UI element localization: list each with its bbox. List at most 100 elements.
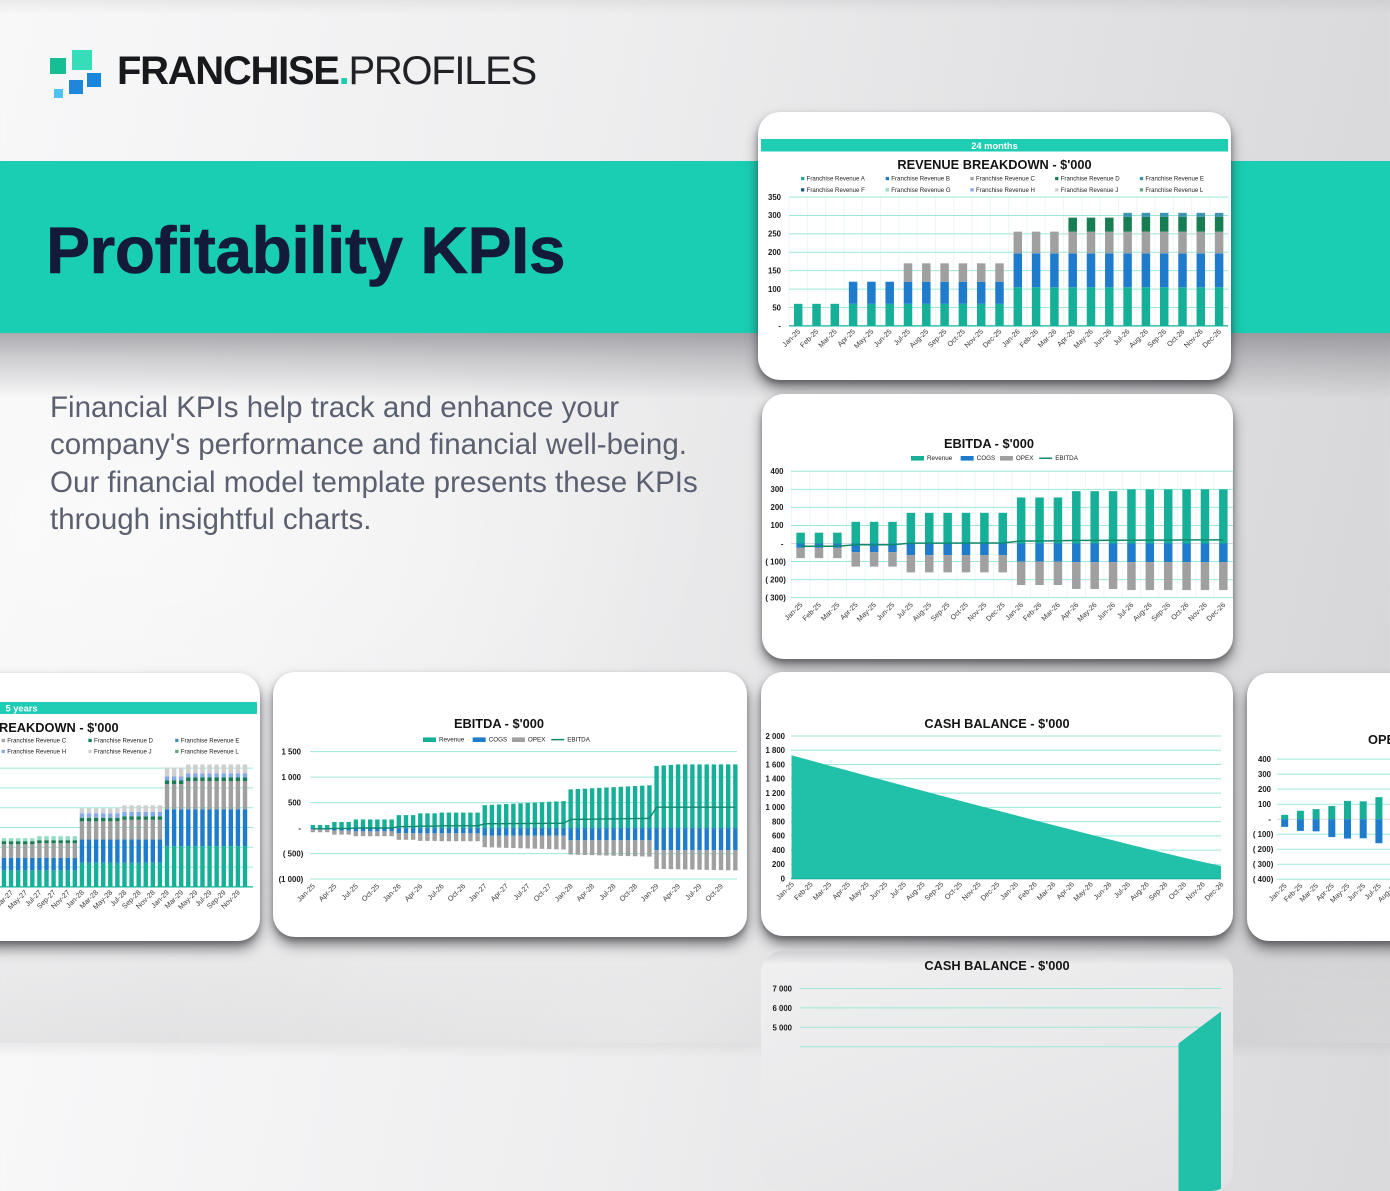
svg-text:Revenue: Revenue (439, 737, 465, 744)
svg-text:500: 500 (288, 798, 302, 807)
svg-text:Franchise Revenue A: Franchise Revenue A (807, 176, 866, 183)
svg-text:400: 400 (770, 467, 784, 476)
svg-text:Aug-25: Aug-25 (903, 880, 926, 903)
svg-text:Apr-27: Apr-27 (488, 882, 510, 904)
svg-text:Jun-25: Jun-25 (1345, 881, 1367, 903)
svg-text:150: 150 (768, 267, 782, 276)
svg-text:Franchise Revenue H: Franchise Revenue H (7, 748, 66, 755)
svg-text:Jan-25: Jan-25 (295, 882, 317, 904)
svg-text:7 000: 7 000 (772, 984, 792, 993)
svg-text:250: 250 (768, 230, 782, 239)
svg-text:OPEX BREAKDOWN - $'000: OPEX BREAKDOWN - $'000 (1368, 732, 1390, 747)
svg-text:1 400: 1 400 (765, 775, 785, 784)
svg-text:Jul-26: Jul-26 (426, 882, 446, 902)
svg-text:Aug-26: Aug-26 (1131, 601, 1154, 624)
svg-text:Mar-25: Mar-25 (816, 327, 838, 349)
svg-text:Sep-26: Sep-26 (1149, 601, 1172, 624)
svg-text:Franchise Revenue E: Franchise Revenue E (1145, 176, 1204, 183)
svg-text:Dec-25: Dec-25 (984, 601, 1007, 624)
svg-text:EBITDA: EBITDA (567, 737, 591, 744)
svg-text:May-26: May-26 (1071, 880, 1094, 903)
svg-text:Jan-26: Jan-26 (1003, 601, 1025, 623)
svg-text:24 months: 24 months (971, 141, 1018, 151)
svg-text:Jun-25: Jun-25 (875, 601, 897, 623)
svg-text:200: 200 (770, 503, 784, 512)
svg-text:( 200): ( 200) (1253, 845, 1274, 854)
svg-text:-: - (778, 322, 781, 331)
svg-text:OPEX: OPEX (1016, 455, 1034, 462)
svg-text:Jun-26: Jun-26 (1091, 327, 1113, 349)
svg-text:300: 300 (770, 485, 784, 494)
svg-text:300: 300 (768, 211, 782, 220)
svg-text:Franchise Revenue L: Franchise Revenue L (1145, 187, 1204, 194)
svg-text:-: - (298, 824, 301, 833)
svg-text:Jun-26: Jun-26 (1095, 601, 1117, 623)
svg-text:1 000: 1 000 (281, 773, 301, 782)
svg-text:Franchise Revenue G: Franchise Revenue G (891, 187, 951, 194)
svg-text:300: 300 (1258, 770, 1272, 779)
svg-text:Jan-28: Jan-28 (553, 882, 575, 904)
svg-text:1 200: 1 200 (765, 789, 785, 798)
svg-text:May-25: May-25 (855, 601, 878, 624)
svg-text:Jan-27: Jan-27 (467, 882, 489, 904)
svg-text:Jun-25: Jun-25 (872, 327, 894, 349)
svg-text:Feb-25: Feb-25 (792, 880, 814, 902)
svg-text:200: 200 (771, 860, 785, 869)
svg-text:Apr-26: Apr-26 (403, 882, 425, 904)
svg-text:Franchise Revenue B: Franchise Revenue B (891, 176, 950, 183)
svg-text:Feb-26: Feb-26 (1018, 327, 1040, 349)
svg-text:( 300): ( 300) (1253, 860, 1274, 869)
svg-text:EBITDA - $'000: EBITDA - $'000 (454, 716, 544, 731)
svg-text:EBITDA - $'000: EBITDA - $'000 (944, 436, 1034, 451)
svg-text:Jul-29: Jul-29 (683, 882, 703, 902)
svg-text:800: 800 (771, 817, 785, 826)
svg-text:Revenue: Revenue (927, 455, 953, 462)
svg-text:COGS: COGS (977, 455, 996, 462)
svg-text:Jan-26: Jan-26 (998, 880, 1020, 902)
svg-text:-: - (781, 540, 784, 549)
svg-text:Sep-26: Sep-26 (1146, 880, 1169, 903)
svg-text:200: 200 (768, 248, 782, 257)
svg-text:Aug-25: Aug-25 (907, 327, 930, 350)
svg-text:May-26: May-26 (1075, 601, 1098, 624)
svg-text:Dec-25: Dec-25 (978, 880, 1001, 903)
svg-text:Aug-26: Aug-26 (1127, 327, 1150, 350)
svg-text:0: 0 (780, 875, 785, 884)
svg-text:Franchise Revenue F: Franchise Revenue F (807, 187, 866, 194)
svg-text:Mar-26: Mar-26 (1034, 880, 1056, 902)
svg-text:2 000: 2 000 (765, 732, 785, 741)
svg-text:Jan-25: Jan-25 (783, 601, 805, 623)
svg-text:Apr-28: Apr-28 (574, 882, 596, 904)
svg-text:50: 50 (772, 303, 781, 312)
svg-text:Franchise Revenue J: Franchise Revenue J (1061, 187, 1119, 194)
svg-text:Dec-25: Dec-25 (981, 327, 1004, 350)
svg-text:Franchise Revenue H: Franchise Revenue H (976, 187, 1035, 194)
svg-text:Apr-29: Apr-29 (660, 882, 682, 904)
svg-text:Oct-27: Oct-27 (531, 882, 553, 904)
svg-text:(1 000): (1 000) (279, 875, 304, 884)
svg-text:Mar-26: Mar-26 (1036, 327, 1058, 349)
svg-text:Jan-29: Jan-29 (639, 882, 661, 904)
svg-text:6 000: 6 000 (772, 1003, 792, 1012)
svg-text:Nov-25: Nov-25 (966, 601, 989, 624)
svg-text:Jun-26: Jun-26 (1091, 880, 1113, 902)
svg-text:( 200): ( 200) (765, 576, 786, 585)
svg-text:( 100): ( 100) (1253, 830, 1274, 839)
svg-text:COGS: COGS (489, 737, 508, 744)
svg-text:Nov-26: Nov-26 (1183, 880, 1206, 903)
svg-text:Jan-25: Jan-25 (780, 327, 802, 349)
svg-text:100: 100 (1258, 800, 1272, 809)
svg-text:400: 400 (1258, 755, 1272, 764)
svg-text:Dec-26: Dec-26 (1200, 327, 1223, 350)
svg-text:1 500: 1 500 (281, 748, 301, 757)
svg-text:100: 100 (768, 285, 782, 294)
svg-text:Jun-25: Jun-25 (867, 880, 889, 902)
svg-text:Mar-26: Mar-26 (1039, 601, 1061, 623)
svg-text:-: - (1268, 815, 1271, 824)
svg-text:( 400): ( 400) (1253, 875, 1274, 884)
svg-text:Mar-25: Mar-25 (810, 880, 832, 902)
svg-text:Jan-26: Jan-26 (1000, 327, 1022, 349)
svg-text:Nov-25: Nov-25 (962, 327, 985, 350)
svg-text:Jul-27: Jul-27 (511, 882, 531, 902)
svg-text:Franchise Revenue E: Franchise Revenue E (181, 737, 240, 744)
